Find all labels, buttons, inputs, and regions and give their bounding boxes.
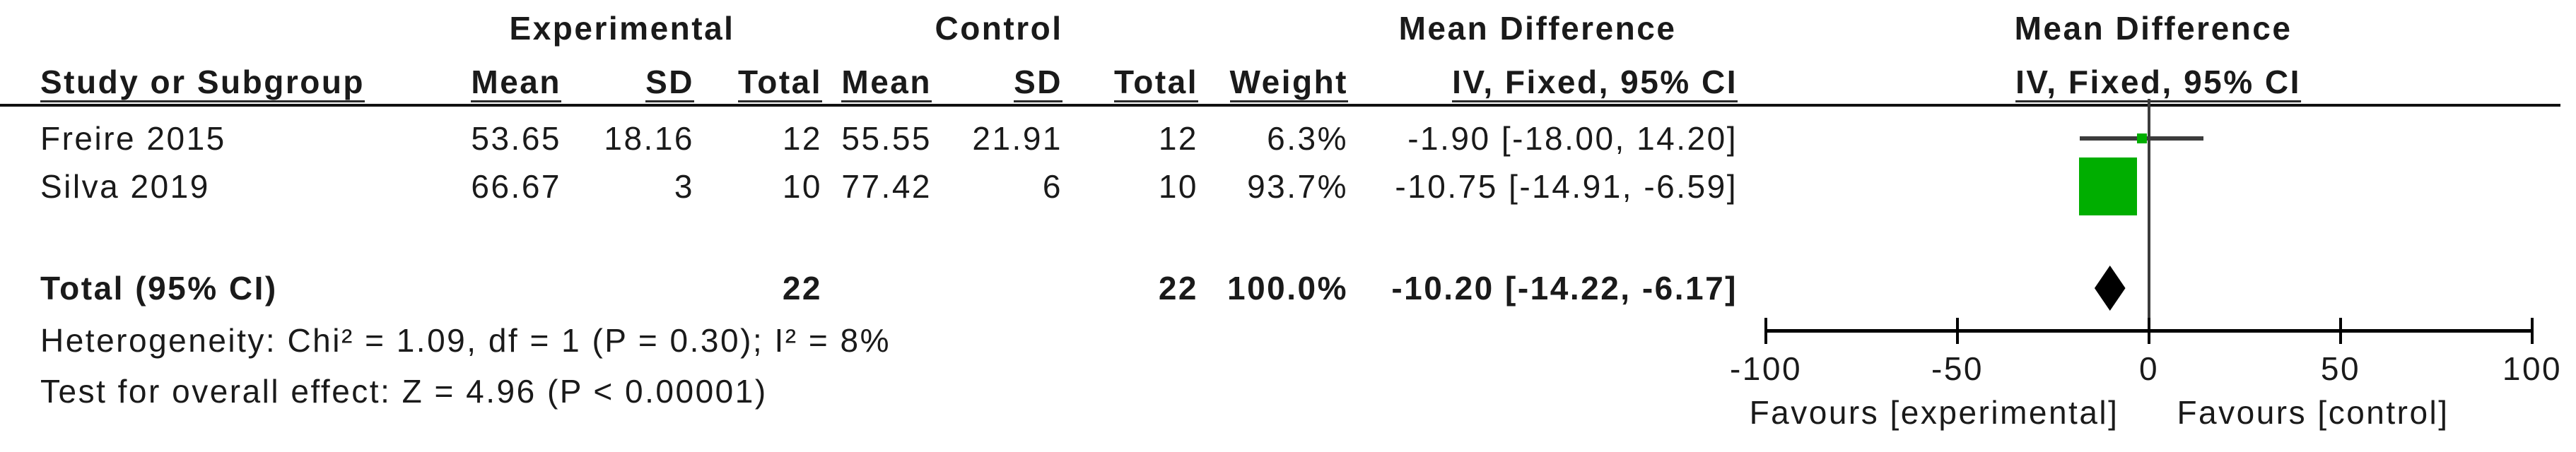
ctrl-mean-value: 77.42 bbox=[841, 168, 932, 205]
axis-tick-label: -100 bbox=[1729, 350, 1803, 387]
axis-tick-label: 0 bbox=[2138, 350, 2160, 387]
ctrl-total-value: 12 bbox=[1158, 120, 1198, 157]
header-rule bbox=[0, 104, 2560, 107]
axis-tick bbox=[2339, 318, 2342, 344]
group-header-mean-difference-plot: Mean Difference bbox=[2014, 10, 2293, 47]
group-header-experimental: Experimental bbox=[509, 10, 735, 47]
exp-mean-value: 53.65 bbox=[471, 120, 561, 157]
ctrl-sd-value: 6 bbox=[1042, 168, 1062, 205]
group-header-mean-difference: Mean Difference bbox=[1398, 10, 1677, 47]
col-header-exp-total: Total bbox=[738, 64, 822, 102]
axis-tick-label: 50 bbox=[2320, 350, 2361, 387]
group-header-control: Control bbox=[935, 10, 1063, 47]
col-header-exp-mean: Mean bbox=[471, 64, 561, 102]
weight-value: 93.7% bbox=[1247, 168, 1348, 205]
total-ci-text: -10.20 [-14.22, -6.17] bbox=[1391, 270, 1738, 307]
col-header-ctrl-mean: Mean bbox=[841, 64, 932, 102]
col-header-ctrl-total: Total bbox=[1114, 64, 1198, 102]
col-header-ctrl-sd: SD bbox=[1014, 64, 1062, 102]
total-ctrl-total: 22 bbox=[1158, 270, 1198, 307]
study-label: Freire 2015 bbox=[40, 120, 226, 157]
zero-line bbox=[2148, 99, 2150, 333]
ci-text-value: -1.90 [-18.00, 14.20] bbox=[1407, 120, 1738, 157]
summary-diamond bbox=[2094, 266, 2126, 311]
favours-control-label: Favours [control] bbox=[2177, 394, 2449, 431]
heterogeneity-note: Heterogeneity: Chi² = 1.09, df = 1 (P = … bbox=[40, 322, 891, 359]
axis-tick-label: 100 bbox=[2502, 350, 2563, 387]
col-header-iv-fixed-plot: IV, Fixed, 95% CI bbox=[2015, 64, 2301, 102]
col-header-study: Study or Subgroup bbox=[40, 64, 365, 102]
total-label: Total (95% CI) bbox=[40, 270, 278, 307]
ctrl-sd-value: 21.91 bbox=[972, 120, 1062, 157]
col-header-iv-fixed-text: IV, Fixed, 95% CI bbox=[1452, 64, 1738, 102]
total-weight: 100.0% bbox=[1226, 270, 1348, 307]
exp-total-value: 10 bbox=[782, 168, 822, 205]
favours-experimental-label: Favours [experimental] bbox=[1749, 394, 2119, 431]
total-exp-total: 22 bbox=[782, 270, 822, 307]
axis-tick bbox=[2148, 318, 2150, 344]
axis-tick bbox=[1956, 318, 1959, 344]
col-header-exp-sd: SD bbox=[645, 64, 694, 102]
weight-square bbox=[2136, 133, 2147, 143]
axis-tick-label: -50 bbox=[1931, 350, 1984, 387]
overall-effect-note: Test for overall effect: Z = 4.96 (P < 0… bbox=[40, 373, 768, 410]
axis-tick bbox=[1764, 318, 1767, 344]
axis-tick bbox=[2531, 318, 2534, 344]
weight-value: 6.3% bbox=[1267, 120, 1348, 157]
weight-square bbox=[2078, 157, 2137, 215]
ctrl-mean-value: 55.55 bbox=[841, 120, 932, 157]
study-label: Silva 2019 bbox=[40, 168, 210, 205]
ci-text-value: -10.75 [-14.91, -6.59] bbox=[1395, 168, 1738, 205]
col-header-weight: Weight bbox=[1229, 64, 1348, 102]
exp-sd-value: 3 bbox=[674, 168, 694, 205]
exp-mean-value: 66.67 bbox=[471, 168, 561, 205]
exp-sd-value: 18.16 bbox=[604, 120, 694, 157]
ctrl-total-value: 10 bbox=[1158, 168, 1198, 205]
exp-total-value: 12 bbox=[782, 120, 822, 157]
